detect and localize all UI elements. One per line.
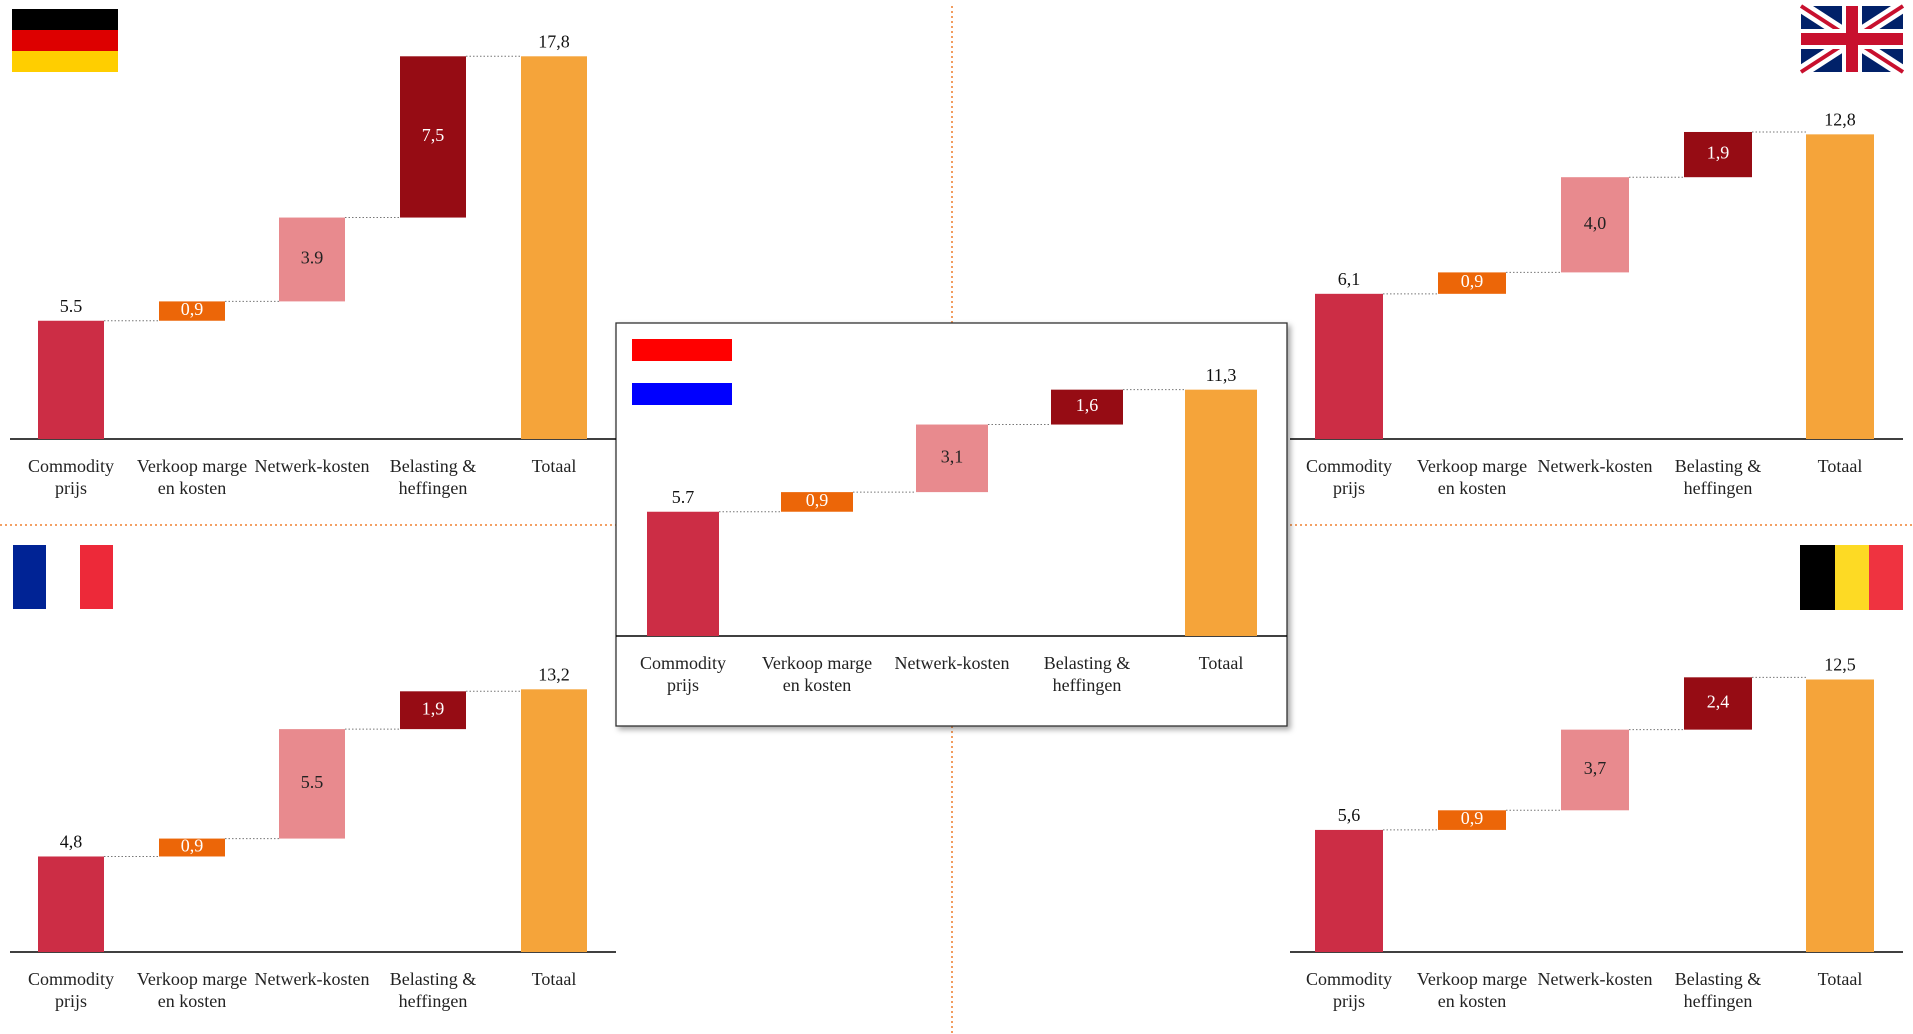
- bar: [279, 217, 345, 302]
- category-label: Verkoop marge en kosten: [1416, 969, 1528, 1011]
- bar: [159, 838, 225, 857]
- value-label: 7,5: [422, 125, 445, 145]
- bar: [1806, 679, 1874, 952]
- bar: [1185, 389, 1257, 636]
- category-label: Totaal: [1198, 653, 1244, 673]
- category-label: Belasting & heffingen: [1674, 969, 1762, 1011]
- category-label: Verkoop marge en kosten: [1416, 456, 1528, 498]
- bar: [1315, 829, 1383, 952]
- bar: [1806, 134, 1874, 440]
- value-label: 4,0: [1584, 213, 1607, 233]
- bar: [400, 691, 466, 730]
- category-label: Netwerk-kosten: [254, 456, 370, 476]
- bar: [647, 511, 719, 636]
- value-label: 6,1: [1338, 269, 1361, 289]
- value-label: 3.9: [301, 248, 324, 268]
- category-label: Verkoop marge en kosten: [761, 653, 873, 695]
- bar: [1684, 131, 1752, 178]
- bar: [521, 689, 587, 952]
- value-label: 12,8: [1824, 109, 1856, 129]
- bar: [38, 856, 104, 952]
- value-label: 0,9: [181, 299, 204, 319]
- category-label: Commodity prijs: [639, 653, 726, 695]
- bar: [1438, 272, 1506, 294]
- category-label: Belasting & heffingen: [1043, 653, 1131, 695]
- flag-fr: [13, 545, 113, 609]
- value-label: 17,8: [538, 31, 570, 51]
- category-label: Totaal: [1817, 969, 1863, 989]
- bar: [1561, 177, 1629, 273]
- flag-de: [12, 9, 118, 72]
- bar: [38, 320, 104, 439]
- category-label: Belasting & heffingen: [389, 456, 477, 498]
- value-label: 4,8: [60, 832, 83, 852]
- bar: [1051, 389, 1123, 425]
- bar: [159, 301, 225, 321]
- category-label: Totaal: [531, 456, 577, 476]
- category-label: Commodity prijs: [27, 456, 114, 498]
- value-label: 12,5: [1824, 655, 1856, 675]
- category-label: Commodity prijs: [27, 969, 114, 1011]
- value-label: 0,9: [1461, 271, 1484, 291]
- category-label: Commodity prijs: [1305, 969, 1392, 1011]
- category-label: Belasting & heffingen: [1674, 456, 1762, 498]
- value-label: 1,6: [1076, 395, 1099, 415]
- category-label: Netwerk-kosten: [1537, 969, 1653, 989]
- category-label: Verkoop marge en kosten: [136, 456, 248, 498]
- value-label: 3,7: [1584, 758, 1607, 778]
- value-label: 13,2: [538, 664, 570, 684]
- flag-nl: [632, 339, 732, 405]
- category-label: Netwerk-kosten: [1537, 456, 1653, 476]
- bar: [781, 492, 853, 512]
- value-label: 5.5: [301, 772, 324, 792]
- value-label: 5.7: [672, 487, 695, 507]
- category-label: Belasting & heffingen: [389, 969, 477, 1011]
- value-label: 0,9: [1461, 808, 1484, 828]
- bar: [1315, 293, 1383, 439]
- category-label: Verkoop marge en kosten: [136, 969, 248, 1011]
- bar: [400, 56, 466, 218]
- bar: [1438, 810, 1506, 830]
- bar: [279, 729, 345, 839]
- category-label: Totaal: [531, 969, 577, 989]
- value-label: 2,4: [1707, 692, 1730, 712]
- value-label: 1,9: [1707, 143, 1730, 163]
- value-label: 5.5: [60, 296, 83, 316]
- bar: [521, 56, 587, 440]
- category-label: Netwerk-kosten: [254, 969, 370, 989]
- category-label: Totaal: [1817, 456, 1863, 476]
- bar: [1684, 677, 1752, 730]
- value-label: 0,9: [181, 836, 204, 856]
- flag-uk: [1797, 0, 1907, 78]
- value-label: 1,9: [422, 698, 445, 718]
- value-label: 11,3: [1206, 365, 1237, 385]
- value-label: 3,1: [941, 446, 964, 466]
- flag-be: [1800, 545, 1903, 610]
- category-label: Commodity prijs: [1305, 456, 1392, 498]
- bar: [916, 424, 988, 493]
- value-label: 5,6: [1338, 805, 1361, 825]
- category-label: Netwerk-kosten: [894, 653, 1010, 673]
- bar: [1561, 729, 1629, 811]
- value-label: 0,9: [806, 490, 829, 510]
